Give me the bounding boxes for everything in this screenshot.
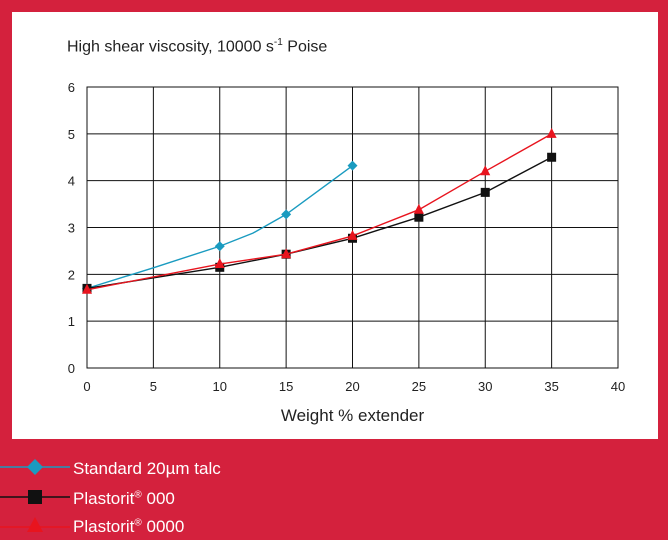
x-tick-label: 20 xyxy=(345,379,359,394)
y-tick-label: 0 xyxy=(68,361,75,376)
data-point-triangle xyxy=(546,127,557,138)
x-tick-label: 40 xyxy=(611,379,625,394)
series-line-1 xyxy=(86,156,552,290)
chart-title-text: High shear viscosity, 10000 s xyxy=(67,38,274,56)
y-tick-label: 3 xyxy=(68,221,75,236)
legend-label-standard-talc: Standard 20µm talc xyxy=(73,459,221,479)
legend-superscript: ® xyxy=(134,489,142,501)
x-tick-label: 10 xyxy=(213,379,227,394)
data-point-square xyxy=(414,212,424,222)
legend-suffix: 0000 xyxy=(141,517,185,536)
x-tick-label: 25 xyxy=(412,379,426,394)
y-tick-label: 5 xyxy=(68,127,75,142)
plot-frame xyxy=(86,86,619,369)
chart-title-superscript: -1 xyxy=(273,37,283,48)
data-point-diamond xyxy=(347,160,358,171)
y-tick-label: 4 xyxy=(68,174,75,189)
data-point-triangle xyxy=(214,258,225,269)
data-point-square xyxy=(480,187,490,197)
data-point-diamond xyxy=(281,209,292,220)
legend-text: Standard 20µm talc xyxy=(73,459,221,478)
x-tick-label: 0 xyxy=(83,379,90,394)
x-axis-label: Weight % extender xyxy=(281,406,425,425)
legend-label-plastorit-0000: Plastorit® 0000 xyxy=(73,517,184,537)
x-tick-label: 35 xyxy=(544,379,558,394)
legend-marker-standard-talc xyxy=(0,459,70,475)
viscosity-chart: 0 1 2 3 4 5 6 0 5 10 15 20 25 30 35 40 Weight % extender xyxy=(68,80,625,425)
chart-title: High shear viscosity, 10000 s-1 Poise xyxy=(67,37,327,56)
data-point-triangle xyxy=(82,283,92,294)
data-point-triangle xyxy=(347,229,358,240)
y-tick-label: 6 xyxy=(68,80,75,95)
legend-text: Plastorit xyxy=(73,517,135,536)
y-tick-label: 1 xyxy=(68,314,75,329)
y-tick-label: 2 xyxy=(68,267,75,282)
legend-item-standard-talc: Standard 20µm talc xyxy=(0,455,668,481)
legend-superscript: ® xyxy=(134,517,142,529)
data-point-triangle xyxy=(281,248,292,259)
legend-item-plastorit-0000: Plastorit® 0000 xyxy=(0,513,668,539)
data-point-triangle xyxy=(480,165,491,176)
legend-suffix: 000 xyxy=(141,489,175,508)
data-point-triangle xyxy=(413,203,424,214)
series-line-0 xyxy=(86,165,353,290)
legend-text: Plastorit xyxy=(73,489,135,508)
data-point-square xyxy=(547,152,557,162)
legend-marker-plastorit-0000 xyxy=(0,517,70,532)
x-tick-label: 15 xyxy=(279,379,293,394)
legend-item-plastorit-000: Plastorit® 000 xyxy=(0,485,668,511)
legend-marker-plastorit-000 xyxy=(0,490,70,504)
legend-label-plastorit-000: Plastorit® 000 xyxy=(73,489,175,509)
data-point-diamond xyxy=(214,241,225,252)
x-tick-label: 30 xyxy=(478,379,492,394)
chart-title-suffix: Poise xyxy=(282,38,328,56)
x-tick-label: 5 xyxy=(150,379,157,394)
